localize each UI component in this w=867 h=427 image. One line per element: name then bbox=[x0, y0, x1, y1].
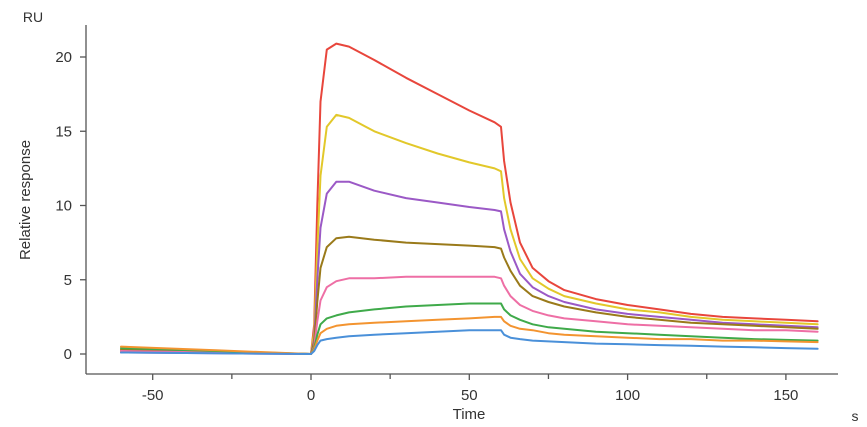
x-axis-ticks: -50 0 50 100 150 bbox=[142, 374, 798, 404]
series-line-7 bbox=[120, 315, 819, 355]
x-axis-title: Time bbox=[453, 406, 486, 423]
x-tick-label: 50 bbox=[461, 387, 478, 404]
y-tick-label: 5 bbox=[64, 272, 72, 289]
y-tick-label: 10 bbox=[55, 198, 72, 215]
y-unit-label: RU bbox=[23, 9, 43, 25]
y-tick-label: 20 bbox=[55, 49, 72, 66]
x-unit-label: s bbox=[852, 408, 859, 424]
plot-area bbox=[120, 42, 819, 355]
series-line-4 bbox=[120, 235, 819, 355]
x-tick-label: -50 bbox=[142, 387, 164, 404]
series-line-1 bbox=[120, 42, 819, 355]
series-line-6 bbox=[120, 302, 819, 355]
y-tick-label: 15 bbox=[55, 123, 72, 140]
series-line-8 bbox=[120, 329, 819, 355]
x-tick-label: 150 bbox=[773, 387, 798, 404]
series-line-5 bbox=[120, 275, 819, 355]
y-axis-ticks: 0 5 10 15 20 bbox=[55, 49, 86, 363]
y-tick-label: 0 bbox=[64, 346, 72, 363]
series-layer bbox=[120, 42, 819, 355]
x-tick-label: 100 bbox=[615, 387, 640, 404]
y-axis-title: Relative response bbox=[17, 140, 34, 260]
series-line-2 bbox=[120, 113, 819, 355]
series-line-3 bbox=[120, 180, 819, 355]
x-tick-label: 0 bbox=[307, 387, 315, 404]
